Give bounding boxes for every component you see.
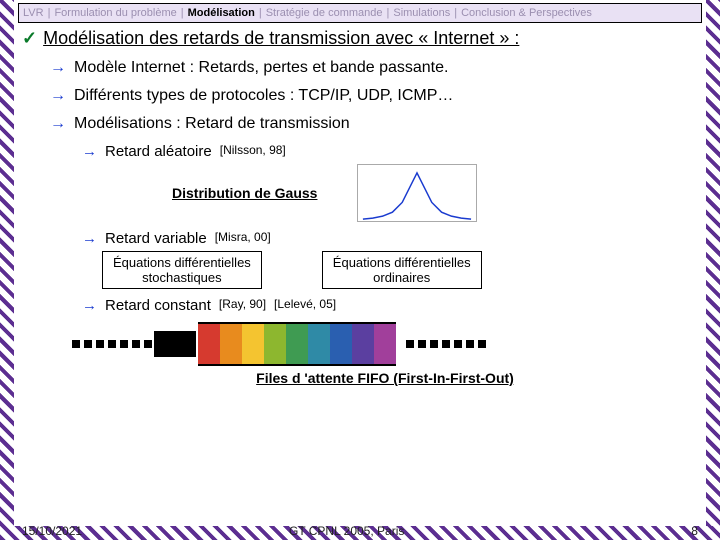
gauss-plot [357, 164, 477, 222]
nav-item-strategie: Stratégie de commande [266, 7, 383, 19]
fifo-dashes-left [72, 340, 152, 348]
nav-item-modelisation: Modélisation [188, 7, 255, 19]
nav-sep: | [257, 7, 264, 19]
footer-date: 15/10/2021 [22, 524, 82, 538]
fifo-dashes-right [406, 340, 486, 348]
nav-sep: | [452, 7, 459, 19]
dash-icon [466, 340, 474, 348]
arrow-icon: → [50, 59, 66, 77]
bullet-text: Modélisations : Retard de transmission [74, 115, 350, 133]
fifo-slot [220, 324, 242, 364]
footer-page: 8 [691, 524, 698, 538]
fifo-slot [264, 324, 286, 364]
fifo-consumer-box [154, 331, 196, 357]
arrow-icon: → [50, 87, 66, 105]
nav-sep: | [385, 7, 392, 19]
dash-icon [72, 340, 80, 348]
fifo-slot [198, 324, 220, 364]
citation: [Misra, 00] [215, 230, 271, 247]
bullet-text: Différents types de protocoles : TCP/IP,… [74, 87, 453, 105]
dash-icon [96, 340, 104, 348]
slide-content: ✓ Modélisation des retards de transmissi… [22, 28, 698, 520]
title-row: ✓ Modélisation des retards de transmissi… [22, 28, 698, 49]
border-left [0, 0, 14, 540]
gauss-label: Distribution de Gauss [172, 185, 317, 201]
eq-text: Équations différentielles ordinaires [333, 255, 471, 285]
dash-icon [84, 340, 92, 348]
dash-icon [108, 340, 116, 348]
bullet-retard-aleatoire: → Retard aléatoire [Nilsson, 98] [82, 143, 698, 160]
eq-box-stochastiques: Équations différentielles stochastiques [102, 251, 262, 289]
arrow-icon: → [82, 297, 97, 314]
dash-icon [144, 340, 152, 348]
dash-icon [478, 340, 486, 348]
nav-sep: | [179, 7, 186, 19]
nav-item-formulation: Formulation du problème [54, 7, 176, 19]
gauss-row: Distribution de Gauss [172, 164, 698, 222]
arrow-icon: → [82, 143, 97, 160]
fifo-slot [308, 324, 330, 364]
nav-sep: | [46, 7, 53, 19]
arrow-icon: → [50, 115, 66, 133]
fifo-caption: Files d 'attente FIFO (First-In-First-Ou… [72, 370, 698, 386]
equations-row: Équations différentielles stochastiques … [102, 251, 698, 289]
citation: [Lelevé, 05] [274, 297, 336, 314]
eq-text: Équations différentielles stochastiques [113, 255, 251, 285]
fifo-slot [330, 324, 352, 364]
bullet-text: Retard constant [105, 297, 211, 314]
breadcrumb-nav: LVR | Formulation du problème | Modélisa… [18, 3, 702, 23]
bullet-retard-variable: → Retard variable [Misra, 00] [82, 230, 698, 247]
dash-icon [120, 340, 128, 348]
check-icon: ✓ [22, 28, 37, 49]
gauss-curve-icon [358, 165, 476, 222]
nav-item-simulations: Simulations [393, 7, 450, 19]
gauss-polyline [363, 173, 471, 219]
dash-icon [430, 340, 438, 348]
footer-venue: GT CPNL 2005, Paris [289, 524, 404, 538]
citation: [Nilsson, 98] [220, 143, 286, 160]
border-right [706, 0, 720, 540]
bullet-retard-constant: → Retard constant [Ray, 90] [Lelevé, 05] [82, 297, 698, 314]
nav-item-lvr: LVR [23, 7, 44, 19]
dash-icon [454, 340, 462, 348]
slide-title: Modélisation des retards de transmission… [43, 28, 519, 49]
eq-box-ordinaires: Équations différentielles ordinaires [322, 251, 482, 289]
arrow-icon: → [82, 230, 97, 247]
dash-icon [418, 340, 426, 348]
fifo-slot [242, 324, 264, 364]
dash-icon [442, 340, 450, 348]
fifo-slot [352, 324, 374, 364]
fifo-queue [198, 322, 396, 366]
fifo-slot [374, 324, 396, 364]
nav-item-conclusion: Conclusion & Perspectives [461, 7, 592, 19]
fifo-slot [286, 324, 308, 364]
slide-footer: 15/10/2021 GT CPNL 2005, Paris 8 [22, 524, 698, 538]
bullet-modele-internet: → Modèle Internet : Retards, pertes et b… [50, 59, 698, 77]
bullet-protocoles: → Différents types de protocoles : TCP/I… [50, 87, 698, 105]
bullet-modelisations: → Modélisations : Retard de transmission [50, 115, 698, 133]
fifo-visualization [72, 322, 698, 366]
bullet-text: Retard variable [105, 230, 207, 247]
bullet-text: Modèle Internet : Retards, pertes et ban… [74, 59, 448, 77]
dash-icon [132, 340, 140, 348]
fifo-area: Files d 'attente FIFO (First-In-First-Ou… [72, 322, 698, 386]
bullet-text: Retard aléatoire [105, 143, 212, 160]
dash-icon [406, 340, 414, 348]
citation: [Ray, 90] [219, 297, 266, 314]
